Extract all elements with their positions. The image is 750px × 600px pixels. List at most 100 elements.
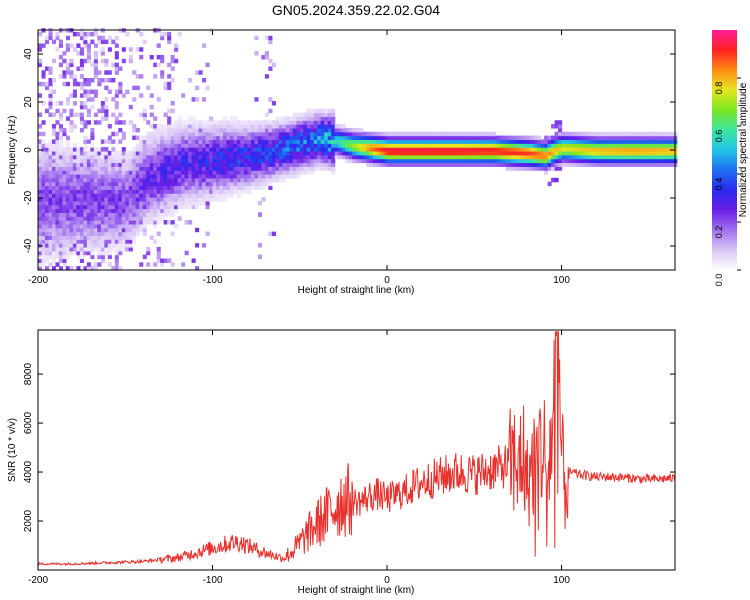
heatmap-cell — [58, 243, 64, 248]
heatmap-cell — [51, 124, 57, 129]
heatmap-cell — [135, 189, 140, 194]
heatmap-cell — [79, 66, 84, 71]
heatmap-cell — [76, 174, 81, 179]
heatmap-cell — [247, 120, 252, 125]
heatmap-cell — [132, 150, 137, 156]
heatmap-cell — [547, 147, 552, 152]
heatmap-cell — [76, 66, 81, 71]
heatmap-cell — [195, 193, 200, 198]
heatmap-cell — [662, 135, 667, 141]
heatmap-cell — [38, 227, 43, 233]
heatmap-cell — [209, 197, 214, 202]
heatmap-cell — [83, 154, 88, 160]
heatmap-cell — [125, 204, 130, 210]
heatmap-cell — [97, 262, 102, 267]
heatmap-cell — [93, 93, 98, 98]
snr-x-ticks: -200 -100 0 100 — [28, 330, 570, 586]
heatmap-cell — [135, 85, 140, 91]
heatmap-cell — [163, 174, 168, 179]
heatmap-cell — [387, 143, 392, 148]
heatmap-cell — [128, 246, 133, 252]
heatmap-cell — [519, 158, 524, 164]
heatmap-cell — [170, 147, 175, 152]
heatmap-cell — [289, 170, 294, 175]
heatmap-cell — [254, 177, 259, 183]
heatmap-cell — [285, 124, 290, 129]
heatmap-cell — [579, 135, 584, 141]
heatmap-cell — [613, 143, 619, 148]
heatmap-cell — [163, 166, 168, 171]
heatmap-cell — [86, 158, 91, 164]
heatmap-cell — [146, 212, 151, 217]
heatmap-cell — [76, 254, 81, 260]
heatmap-cell — [303, 116, 308, 121]
snr-y-tick-label: 4000 — [23, 460, 34, 483]
heatmap-cell — [83, 101, 88, 106]
heatmap-cell — [181, 166, 186, 171]
heatmap-cell — [38, 150, 43, 156]
heatmap-cell — [240, 150, 245, 156]
heatmap-cell — [125, 154, 130, 160]
heatmap-cell — [90, 223, 95, 229]
heatmap-cell — [174, 174, 179, 179]
heatmap-cell — [603, 147, 608, 152]
heatmap-cell — [561, 162, 566, 167]
heatmap-cell — [264, 166, 269, 171]
heatmap-cell — [170, 135, 175, 141]
heatmap-cell — [505, 139, 510, 144]
heatmap-cell — [205, 181, 210, 187]
heatmap-cell — [177, 197, 182, 202]
heatmap-cell — [58, 197, 64, 202]
heatmap-cell — [111, 212, 116, 217]
heatmap-cell — [97, 235, 102, 240]
heatmap-cell — [72, 189, 77, 194]
heatmap-cell — [174, 158, 179, 164]
heatmap-cell — [118, 170, 123, 175]
heatmap-cell — [299, 154, 304, 160]
heatmap-cell — [135, 216, 140, 221]
heatmap-cell — [425, 147, 430, 152]
heatmap-cell — [174, 127, 179, 133]
heatmap-cell — [477, 135, 482, 141]
heatmap-cell — [156, 254, 161, 260]
heatmap-cell — [488, 162, 493, 167]
heatmap-cell — [114, 266, 119, 271]
heatmap-cell — [558, 120, 563, 125]
heatmap-cell — [111, 147, 116, 152]
heatmap-cell — [352, 139, 357, 144]
heatmap-cell — [41, 158, 46, 164]
heatmap-cell — [202, 189, 207, 194]
heatmap-cell — [261, 181, 266, 187]
heatmap-cell — [313, 147, 318, 152]
heatmap-cell — [533, 166, 538, 171]
heatmap-cell — [160, 212, 165, 217]
heatmap-cell — [51, 170, 57, 175]
heatmap-cell — [599, 150, 605, 156]
heatmap-cell — [174, 193, 179, 198]
heatmap-cell — [432, 143, 437, 148]
heatmap-cell — [558, 150, 563, 156]
heatmap-cell — [51, 208, 57, 213]
heatmap-cell — [160, 70, 165, 75]
heatmap-cell — [320, 127, 325, 133]
heatmap-cell — [334, 154, 339, 160]
heatmap-cell — [195, 266, 200, 271]
heatmap-cell — [83, 181, 88, 187]
heatmap-cell — [83, 243, 88, 248]
heatmap-cell — [502, 135, 507, 141]
heatmap-cell — [247, 158, 252, 164]
heatmap-cell — [229, 120, 235, 125]
heatmap-cell — [174, 47, 179, 52]
heatmap-cell — [128, 235, 133, 240]
heatmap-cell — [352, 158, 357, 164]
heatmap-cell — [229, 158, 235, 164]
heatmap-cell — [41, 262, 46, 267]
heatmap-cell — [345, 139, 350, 144]
heatmap-cell — [90, 166, 95, 171]
heatmap-cell — [561, 131, 566, 137]
heatmap-cell — [250, 131, 256, 137]
heatmap-cell — [296, 166, 301, 171]
heatmap-cell — [69, 58, 74, 64]
heatmap-cell — [44, 231, 50, 237]
